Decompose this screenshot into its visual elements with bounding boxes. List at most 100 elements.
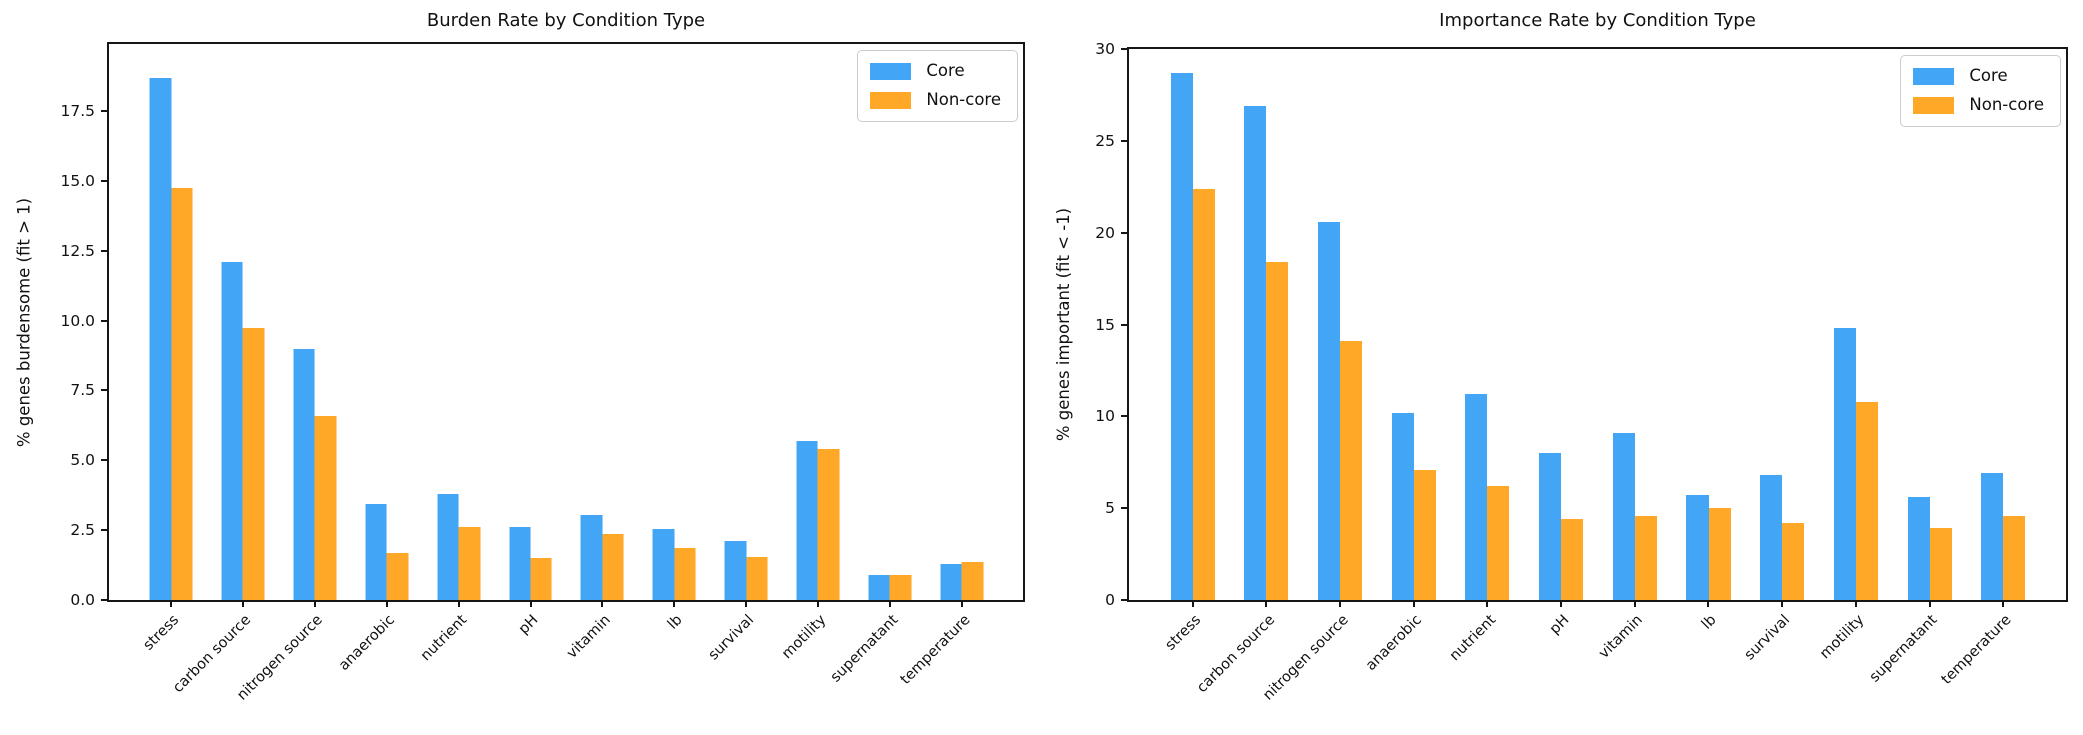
bar-group-vitamin bbox=[580, 44, 624, 600]
y-tick-label: 10.0 bbox=[60, 311, 95, 330]
bar-group-motility bbox=[1833, 49, 1878, 600]
bar-non-core-nutrient bbox=[1487, 486, 1510, 600]
x-tick-label-motility: motility bbox=[779, 612, 830, 663]
x-tick bbox=[385, 600, 388, 607]
core-swatch bbox=[870, 62, 912, 80]
x-tick bbox=[2002, 600, 2005, 607]
x-tick-label-motility: motility bbox=[1816, 612, 1868, 663]
noncore-swatch bbox=[870, 91, 912, 109]
x-tick bbox=[817, 600, 819, 607]
bar-core-nitrogen-source bbox=[1318, 221, 1341, 600]
bar-core-nitrogen-source bbox=[293, 348, 315, 600]
y-tick bbox=[101, 459, 109, 462]
bar-group-stress bbox=[1170, 49, 1215, 600]
bar-non-core-stress bbox=[171, 187, 193, 600]
x-tick bbox=[457, 600, 460, 607]
y-tick-label: 0 bbox=[1105, 591, 1115, 609]
legend: Core Non-core bbox=[857, 50, 1018, 122]
bar-group-lb bbox=[652, 44, 696, 600]
bar-core-temperature bbox=[940, 563, 962, 600]
x-tick-label-temperature: temperature bbox=[1938, 612, 2015, 688]
bar-core-anaerobic bbox=[1391, 412, 1414, 600]
bar-non-core-anaerobic bbox=[386, 552, 409, 600]
bar-group-survival bbox=[724, 44, 768, 600]
legend-label-noncore: Non-core bbox=[926, 90, 1001, 109]
chart-importance-rate: Importance Rate by Condition Type % gene… bbox=[1042, 0, 2083, 735]
bar-core-anaerobic bbox=[365, 503, 387, 600]
bar-core-temperature bbox=[1981, 473, 2004, 600]
bar-non-core-vitamin bbox=[1634, 515, 1657, 600]
x-tick-label-ph: pH bbox=[1546, 612, 1573, 638]
bar-non-core-temperature bbox=[2003, 515, 2026, 600]
y-tick bbox=[101, 599, 109, 601]
x-tick-label-nutrient: nutrient bbox=[417, 612, 470, 665]
y-tick-label: 30 bbox=[1095, 40, 1115, 58]
bar-non-core-motility bbox=[817, 449, 840, 600]
bar-group-carbon-source bbox=[1244, 49, 1289, 600]
x-tick bbox=[313, 600, 316, 607]
bar-core-carbon-source bbox=[1244, 105, 1267, 600]
x-tick bbox=[888, 600, 891, 607]
x-tick bbox=[960, 600, 963, 607]
y-tick-label: 5 bbox=[1105, 499, 1115, 518]
x-tick bbox=[529, 600, 532, 607]
bar-group-vitamin bbox=[1612, 49, 1657, 600]
bar-non-core-supernatant bbox=[1929, 528, 1952, 600]
x-tick bbox=[1854, 600, 1857, 607]
bar-core-ph bbox=[1539, 453, 1562, 600]
bar-core-supernatant bbox=[1907, 497, 1930, 600]
bar-non-core-ph bbox=[1561, 519, 1584, 600]
y-tick-label: 15 bbox=[1095, 315, 1115, 334]
x-tick-label-stress: stress bbox=[1162, 612, 1205, 654]
x-tick-label-stress: stress bbox=[140, 612, 183, 654]
y-tick-label: 20 bbox=[1095, 223, 1115, 242]
x-tick bbox=[1781, 600, 1784, 607]
bar-group-temperature bbox=[940, 44, 984, 600]
x-tick-label-survival: survival bbox=[705, 612, 758, 664]
bar-group-anaerobic bbox=[365, 44, 409, 600]
bar-non-core-motility bbox=[1855, 401, 1878, 600]
chart-title: Burden Rate by Condition Type bbox=[426, 10, 706, 31]
bar-group-anaerobic bbox=[1391, 49, 1436, 600]
x-tick bbox=[242, 600, 245, 607]
chart-burden-rate: Burden Rate by Condition Type % genes bu… bbox=[0, 0, 1041, 735]
bar-core-lb bbox=[1686, 495, 1709, 600]
x-tick-label-supernatant: supernatant bbox=[1867, 612, 1941, 686]
x-tick bbox=[601, 600, 604, 607]
x-tick-label-lb: lb bbox=[1699, 612, 1720, 633]
y-tick bbox=[101, 389, 109, 392]
x-tick-label-ph: pH bbox=[516, 612, 542, 638]
x-tick-label-anaerobic: anaerobic bbox=[336, 612, 399, 674]
x-tick bbox=[170, 600, 173, 607]
x-tick bbox=[1486, 600, 1489, 607]
y-tick bbox=[101, 529, 109, 532]
y-tick bbox=[101, 179, 109, 182]
plot-area: Core Non-core 0.0 2.5 5.0 7.5 10.0 12.5 15.0 17… bbox=[60, 42, 1025, 704]
x-tick bbox=[1412, 600, 1415, 607]
bar-core-survival bbox=[724, 541, 747, 600]
bar-non-core-nitrogen-source bbox=[314, 415, 337, 600]
bar-non-core-ph bbox=[530, 558, 552, 600]
y-tick-label: 12.5 bbox=[60, 241, 95, 260]
y-tick bbox=[1121, 415, 1129, 418]
x-tick bbox=[1707, 600, 1710, 607]
bar-core-supernatant bbox=[868, 574, 890, 600]
y-tick bbox=[1121, 231, 1129, 234]
x-tick-label-anaerobic: anaerobic bbox=[1363, 612, 1426, 674]
bar-core-nutrient bbox=[437, 493, 459, 600]
bar-non-core-supernatant bbox=[889, 574, 912, 600]
y-axis-label: % genes important (fit < -1) bbox=[1054, 207, 1073, 442]
y-tick-label: 25 bbox=[1095, 131, 1115, 150]
y-tick bbox=[101, 249, 109, 252]
y-tick bbox=[101, 319, 109, 322]
legend-label-core: Core bbox=[926, 61, 965, 80]
y-tick bbox=[1121, 139, 1129, 142]
bar-core-motility bbox=[796, 440, 818, 600]
bar-non-core-carbon-source bbox=[243, 327, 265, 600]
legend-label-noncore: Non-core bbox=[1969, 95, 2044, 114]
bar-core-stress bbox=[1170, 72, 1193, 600]
x-tick-label-temperature: temperature bbox=[897, 612, 974, 688]
legend-label-core: Core bbox=[1969, 66, 2008, 85]
y-tick-label: 10 bbox=[1095, 407, 1115, 426]
